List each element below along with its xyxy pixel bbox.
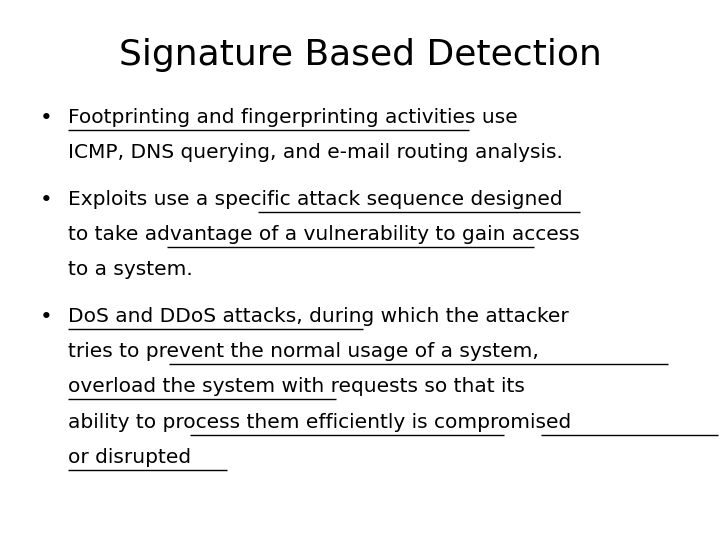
- Text: or disrupted: or disrupted: [68, 448, 192, 467]
- Text: to take advantage of a vulnerability to gain access: to take advantage of a vulnerability to …: [68, 225, 580, 244]
- Text: ICMP, DNS querying, and e-mail routing analysis.: ICMP, DNS querying, and e-mail routing a…: [68, 143, 563, 162]
- Text: ability to process them efficiently is compromised: ability to process them efficiently is c…: [68, 413, 572, 431]
- Text: Exploits use a specific attack sequence designed: Exploits use a specific attack sequence …: [68, 190, 563, 209]
- Text: tries to prevent the normal usage of a system,: tries to prevent the normal usage of a s…: [68, 342, 539, 361]
- Text: overload the system with requests so that its: overload the system with requests so tha…: [68, 377, 526, 396]
- Text: •: •: [40, 307, 53, 327]
- Text: Footprinting and fingerprinting activities use: Footprinting and fingerprinting activiti…: [68, 108, 518, 127]
- Text: to a system.: to a system.: [68, 260, 193, 279]
- Text: DoS and DDoS attacks, during which the attacker: DoS and DDoS attacks, during which the a…: [68, 307, 569, 326]
- Text: Signature Based Detection: Signature Based Detection: [119, 38, 601, 72]
- Text: •: •: [40, 190, 53, 210]
- Text: •: •: [40, 108, 53, 128]
